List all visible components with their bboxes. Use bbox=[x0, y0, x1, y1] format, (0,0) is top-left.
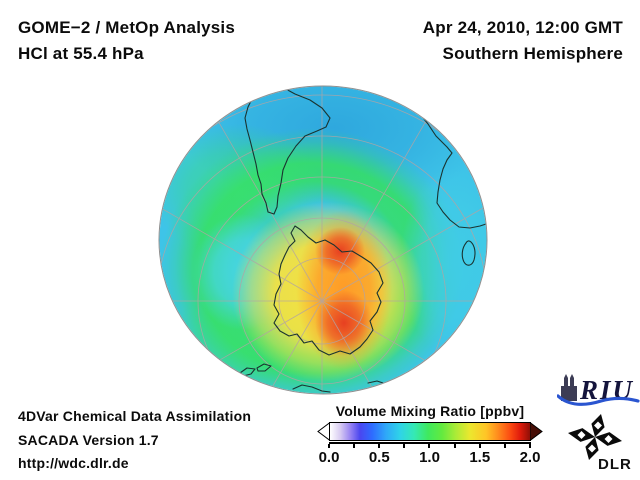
coast-south-america-west bbox=[244, 90, 275, 215]
colorbar-minor-tick bbox=[403, 444, 405, 448]
header-left: GOME−2 / MetOp Analysis HCl at 55.4 hPa bbox=[18, 15, 235, 67]
coast-south-america-east bbox=[273, 87, 331, 215]
colorbar-title: Volume Mixing Ratio [ppbv] bbox=[335, 403, 525, 419]
colorbar-minor-tick bbox=[428, 444, 430, 448]
colorbar-minor-tick bbox=[353, 444, 355, 448]
colorbar-tick-label: 0.0 bbox=[318, 449, 340, 466]
colorbar-tick-label: 0.5 bbox=[368, 449, 390, 466]
globe-limb bbox=[158, 85, 488, 395]
url-label: http://wdc.dlr.de bbox=[18, 455, 129, 471]
colorbar-minor-tick bbox=[504, 444, 506, 448]
cologne-cathedral-icon bbox=[561, 374, 577, 401]
footer-left: 4DVar Chemical Data Assimilation SACADA … bbox=[18, 405, 251, 476]
riu-logo: RIU bbox=[557, 372, 640, 409]
colorbar-tick-label: 1.0 bbox=[419, 449, 440, 466]
colorbar-minor-tick bbox=[529, 444, 531, 448]
header-right: Apr 24, 2010, 12:00 GMT Southern Hemisph… bbox=[423, 15, 623, 67]
colorbar-gradient bbox=[329, 422, 531, 441]
assimilation-label: 4DVar Chemical Data Assimilation bbox=[18, 408, 252, 424]
colorbar-axis-line bbox=[329, 442, 531, 444]
colorbar-tick-label: 1.5 bbox=[469, 449, 491, 466]
colorbar-minor-tick bbox=[454, 444, 456, 448]
hemisphere-label: Southern Hemisphere bbox=[442, 44, 623, 63]
product-title: GOME−2 / MetOp Analysis bbox=[18, 18, 236, 37]
dlr-logo-text: DLR bbox=[598, 456, 632, 473]
dlr-star-icon bbox=[568, 414, 622, 460]
colorbar: Volume Mixing Ratio [ppbv] 0.0 0.5 1.0 1… bbox=[317, 403, 543, 469]
coast-antarctica bbox=[273, 225, 384, 356]
colorbar-over-range-arrow bbox=[530, 422, 543, 441]
version-label: SACADA Version 1.7 bbox=[18, 431, 159, 448]
rhine-wave-icon bbox=[557, 394, 640, 406]
colorbar-tick-label: 2.0 bbox=[519, 449, 541, 466]
colorbar-minor-tick bbox=[378, 444, 380, 448]
colorbar-minor-tick bbox=[479, 444, 481, 448]
dlr-logo: DLR bbox=[566, 412, 634, 474]
datetime-label: Apr 24, 2010, 12:00 GMT bbox=[422, 18, 623, 37]
colorbar-under-range-arrow bbox=[317, 422, 330, 441]
species-level-label: HCl at 55.4 hPa bbox=[18, 44, 144, 63]
coast-madagascar bbox=[461, 240, 476, 266]
colorbar-minor-tick bbox=[328, 444, 330, 448]
